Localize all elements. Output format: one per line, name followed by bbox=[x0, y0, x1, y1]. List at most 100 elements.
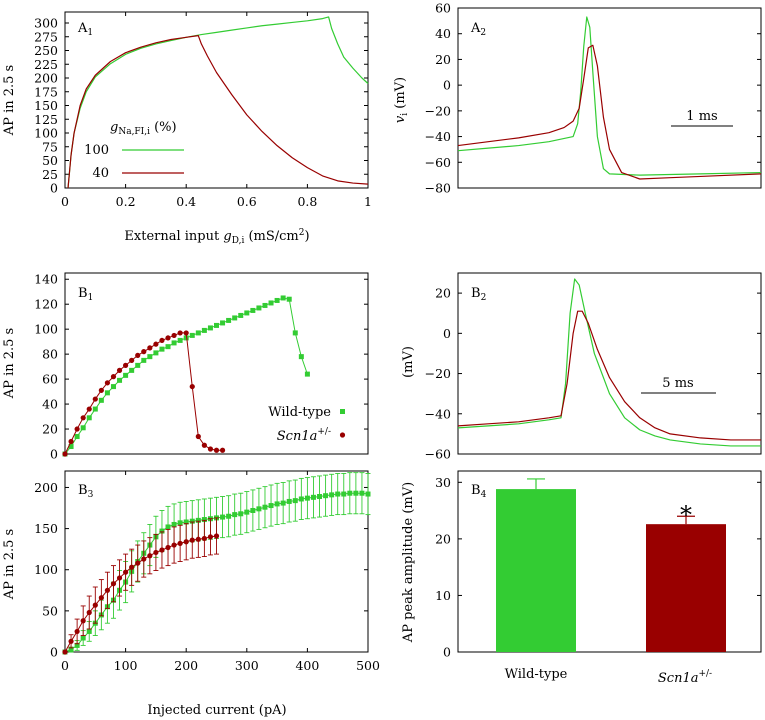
b4-panel-label: B4 bbox=[471, 483, 487, 500]
b3-point-circle bbox=[189, 537, 195, 543]
b1-point-square bbox=[147, 354, 153, 360]
a1-series-line-1 bbox=[67, 35, 369, 189]
b1-point-square bbox=[171, 340, 177, 346]
a2-ytick-label: 40 bbox=[435, 26, 451, 41]
b1-point-square bbox=[226, 317, 232, 323]
b3-point-circle bbox=[116, 575, 123, 581]
b1-point-square bbox=[214, 322, 219, 328]
b1-ylabel: AP in 2.5 s bbox=[2, 328, 17, 399]
a1-legend-label-100: 100 bbox=[84, 143, 109, 158]
b1-point-circle bbox=[92, 396, 98, 402]
b1-point-circle bbox=[123, 362, 129, 368]
a1-ytick-label: 175 bbox=[34, 84, 58, 99]
a1-ytick-label: 0 bbox=[50, 181, 58, 196]
b1-point-circle bbox=[219, 447, 226, 453]
b3-point-square bbox=[74, 642, 80, 648]
b4-ytick-label: 10 bbox=[435, 588, 451, 603]
a1-ytick-label: 300 bbox=[34, 16, 58, 31]
b3-point-circle bbox=[207, 534, 214, 540]
a2-ytick-label: 60 bbox=[435, 1, 451, 16]
b3-point-square bbox=[353, 490, 359, 496]
b1-point-circle bbox=[153, 341, 159, 347]
b3-point-square bbox=[268, 503, 274, 509]
b3-point-square bbox=[80, 635, 86, 641]
a1-legend-title: gNa,FI,i (%) bbox=[110, 120, 177, 137]
b3-point-square bbox=[274, 501, 280, 507]
b3-point-circle bbox=[213, 533, 220, 539]
panel-a2: −80 −60 −40 −20 0 20 40 60 A2 vi (mV) 1 ms bbox=[393, 1, 762, 196]
b3-point-square bbox=[68, 647, 74, 653]
b1-point-square bbox=[104, 390, 110, 396]
b1-ytick-label: 140 bbox=[34, 272, 58, 287]
b4-bar-1 bbox=[646, 524, 726, 652]
b3-xtick-label: 200 bbox=[174, 658, 198, 673]
b3-point-square bbox=[232, 512, 238, 518]
b4-category-scn: Scn1a+/- bbox=[658, 669, 712, 686]
b2-series-line-0 bbox=[457, 278, 761, 447]
b1-point-circle bbox=[177, 330, 183, 336]
b3-xlabel: Injected current (pA) bbox=[147, 703, 286, 718]
b3-point-square bbox=[165, 524, 171, 530]
b1-point-square bbox=[98, 397, 104, 403]
a1-ytick-label: 100 bbox=[34, 126, 58, 141]
b1-point-square bbox=[207, 325, 213, 331]
b1-point-square bbox=[250, 307, 256, 313]
b3-ticks: 0 50 100 150 200 0 100 200 300 400 500 bbox=[34, 471, 380, 673]
b3-point-square bbox=[286, 498, 292, 504]
b3-point-square bbox=[171, 521, 177, 527]
b3-point-square bbox=[250, 507, 256, 513]
b3-point-circle bbox=[104, 587, 111, 593]
b4-significance-star: * bbox=[680, 501, 692, 529]
a1-xlabel: External input gD,i (mS/cm2) bbox=[124, 228, 309, 246]
b1-ytick-label: 100 bbox=[34, 322, 58, 337]
a2-series bbox=[457, 16, 762, 180]
b1-point-square bbox=[135, 362, 141, 368]
b3-xtick-label: 500 bbox=[356, 658, 380, 673]
b3-ytick-label: 100 bbox=[34, 562, 58, 577]
b3-xtick-label: 0 bbox=[61, 658, 69, 673]
a2-series-line-0 bbox=[457, 16, 762, 176]
b2-ticks: −60 −40 −20 0 20 bbox=[425, 286, 761, 462]
a2-axes-frame bbox=[457, 7, 762, 189]
a2-ytick-label: −40 bbox=[425, 129, 451, 144]
b1-point-circle bbox=[74, 426, 80, 432]
b1-point-circle bbox=[116, 367, 123, 373]
panel-b4: 0 10 20 30 B4 AP peak amplitude (mV) Wild-t… bbox=[401, 470, 762, 686]
b3-point-square bbox=[86, 628, 92, 634]
a1-ytick-label: 25 bbox=[42, 167, 58, 182]
b3-point-square bbox=[189, 518, 195, 524]
b3-ylabel: AP in 2.5 s bbox=[2, 529, 17, 600]
b3-series bbox=[62, 472, 371, 655]
b3-ytick-label: 200 bbox=[34, 480, 58, 495]
b1-point-square bbox=[201, 327, 207, 333]
b1-point-square bbox=[159, 346, 165, 352]
b3-point-circle bbox=[183, 539, 189, 545]
b2-ytick-label: −40 bbox=[425, 406, 451, 421]
b1-point-square bbox=[123, 372, 129, 378]
b1-legend-marker-wt bbox=[340, 409, 345, 414]
b3-point-circle bbox=[92, 602, 98, 608]
b2-ylabel: (mV) bbox=[401, 346, 416, 378]
b1-point-circle bbox=[62, 451, 68, 457]
b1-point-square bbox=[195, 330, 201, 336]
a1-ytick-label: 225 bbox=[34, 57, 58, 72]
b1-legend: Wild-type Scn1a+/- bbox=[268, 405, 346, 444]
b1-point-square bbox=[274, 297, 280, 303]
panel-b1: 0 20 40 60 80 100 120 140 B1 AP in 2.5 s Wild-t… bbox=[2, 272, 369, 462]
b1-point-square bbox=[129, 367, 135, 373]
b3-point-square bbox=[177, 520, 183, 526]
b1-point-circle bbox=[98, 387, 104, 393]
b1-point-square bbox=[292, 330, 298, 336]
b1-point-circle bbox=[80, 415, 86, 421]
b1-point-square bbox=[110, 384, 116, 390]
b1-point-square bbox=[141, 357, 147, 363]
b1-point-square bbox=[256, 305, 262, 311]
b1-ytick-label: 40 bbox=[42, 397, 58, 412]
b1-point-circle bbox=[171, 332, 177, 339]
a1-ytick-label: 275 bbox=[34, 29, 58, 44]
b3-point-circle bbox=[165, 544, 171, 551]
b3-point-square bbox=[341, 491, 347, 497]
b4-category-wt: Wild-type bbox=[505, 667, 568, 682]
b1-series-line-0 bbox=[64, 297, 308, 455]
b3-point-circle bbox=[141, 556, 147, 562]
